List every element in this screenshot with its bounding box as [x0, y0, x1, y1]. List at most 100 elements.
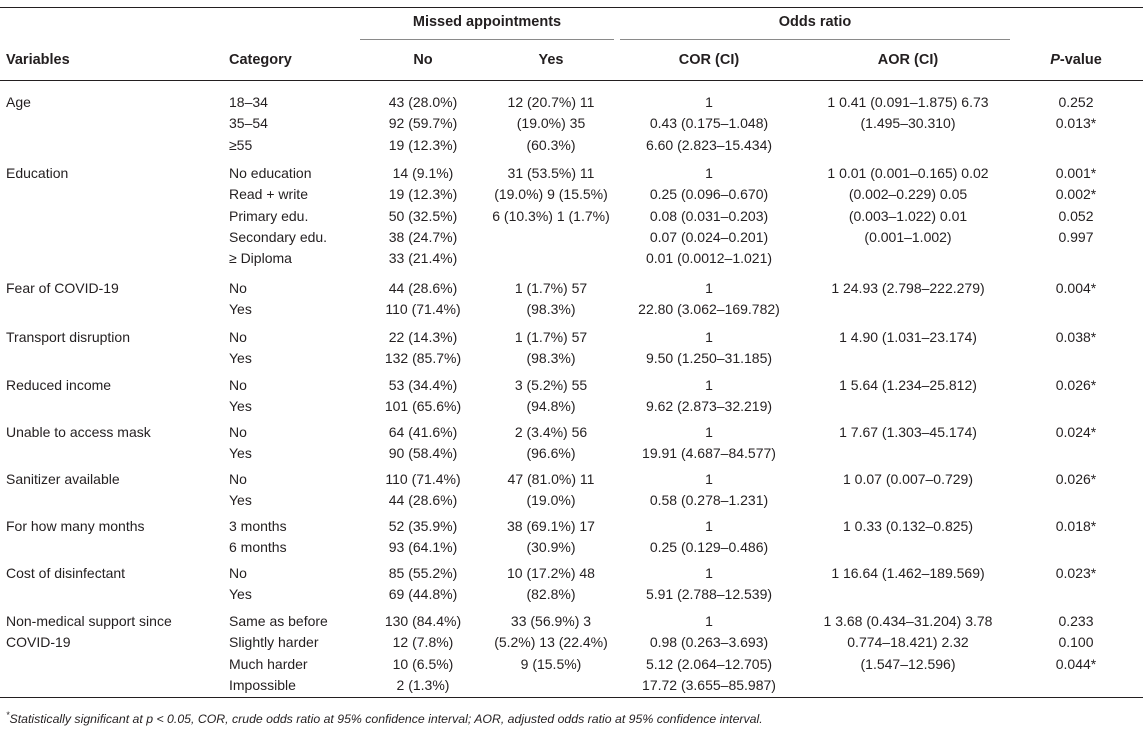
yes-cell: 9 (15.5%) — [520, 655, 582, 672]
footnote-marker: * — [6, 710, 10, 720]
header-missed-appointments: Missed appointments — [412, 14, 562, 30]
cor-cell: 1 — [705, 165, 713, 181]
yes-cell: (19.0%) — [526, 492, 576, 509]
aor-cell: 1 0.01 (0.001–0.165) 0.02 — [827, 165, 989, 181]
yes-cell: 2 (3.4%) 56 — [514, 424, 588, 440]
yes-cell: 3 (5.2%) 55 — [514, 377, 588, 393]
no-cell: 93 (64.1%) — [388, 539, 458, 556]
category-cell: Impossible — [229, 676, 296, 693]
p-value-cell: 0.024* — [1055, 424, 1097, 440]
yes-cell: 33 (56.9%) 3 — [510, 613, 592, 629]
cor-cell: 1 — [705, 565, 713, 581]
variable-cell: Age — [6, 94, 31, 110]
cor-cell: 0.58 (0.278–1.231) — [649, 492, 769, 509]
cor-cell: 9.50 (1.250–31.185) — [645, 350, 773, 367]
yes-cell: 1 (1.7%) 57 — [514, 329, 588, 345]
cor-cell: 1 — [705, 94, 713, 110]
yes-cell: 10 (17.2%) 48 — [507, 565, 595, 581]
no-cell: 43 (28.0%) — [388, 94, 458, 110]
cor-cell: 0.98 (0.263–3.693) — [649, 634, 769, 651]
missed-group-rule — [360, 39, 614, 40]
category-cell: Same as before — [229, 613, 328, 629]
yes-cell: 38 (69.1%) 17 — [507, 518, 595, 534]
cor-cell: 1 — [705, 518, 713, 534]
category-cell: Much harder — [229, 655, 308, 672]
category-cell: Yes — [229, 586, 252, 603]
yes-cell: (96.6%) — [526, 445, 576, 462]
header-bottom-rule — [0, 80, 1143, 81]
cor-cell: 5.12 (2.064–12.705) — [645, 655, 773, 672]
no-cell: 92 (59.7%) — [388, 115, 458, 132]
header-yes: Yes — [538, 52, 564, 68]
p-value-cell: 0.002* — [1055, 186, 1097, 203]
header-odds-ratio: Odds ratio — [778, 14, 852, 30]
p-value-cell: 0.004* — [1055, 280, 1097, 296]
p-value-cell: 0.013* — [1055, 115, 1097, 132]
category-cell: Secondary edu. — [229, 228, 328, 245]
category-cell: 3 months — [229, 518, 287, 534]
variable-cell: For how many months — [6, 518, 145, 534]
category-cell: ≥55 — [229, 136, 253, 153]
aor-cell: 1 0.07 (0.007–0.729) — [843, 471, 973, 487]
no-cell: 101 (65.6%) — [384, 398, 462, 415]
no-cell: 132 (85.7%) — [384, 350, 462, 367]
category-cell: No — [229, 424, 247, 440]
aor-cell: 1 24.93 (2.798–222.279) — [831, 280, 985, 296]
yes-cell: (19.0%) 35 — [516, 115, 586, 132]
p-value-cell: 0.038* — [1055, 329, 1097, 345]
yes-cell: 12 (20.7%) 11 — [507, 94, 595, 110]
no-cell: 22 (14.3%) — [388, 329, 458, 345]
no-cell: 19 (12.3%) — [388, 136, 458, 153]
p-value-cell: 0.001* — [1055, 165, 1097, 181]
cor-cell: 1 — [705, 377, 713, 393]
aor-cell: 0.774–18.421) 2.32 — [847, 634, 969, 651]
category-cell: Yes — [229, 492, 252, 509]
yes-cell: (60.3%) — [526, 136, 576, 153]
yes-cell: 47 (81.0%) 11 — [507, 471, 595, 487]
no-cell: 44 (28.6%) — [388, 280, 458, 296]
category-cell: ≥ Diploma — [229, 250, 292, 267]
no-cell: 12 (7.8%) — [392, 634, 454, 651]
top-rule — [0, 7, 1143, 8]
aor-cell: 1 16.64 (1.462–189.569) — [831, 565, 985, 581]
cor-cell: 1 — [705, 613, 713, 629]
category-cell: No education — [229, 165, 312, 181]
no-cell: 19 (12.3%) — [388, 186, 458, 203]
variable-cell: Transport disruption — [6, 329, 130, 345]
p-value-cell: 0.252 — [1058, 94, 1094, 110]
header-category: Category — [229, 52, 292, 68]
aor-cell: 1 4.90 (1.031–23.174) — [839, 329, 977, 345]
cor-cell: 0.01 (0.0012–1.021) — [645, 250, 773, 267]
aor-cell: 1 0.33 (0.132–0.825) — [843, 518, 973, 534]
p-value-cell: 0.044* — [1055, 655, 1097, 672]
cor-cell: 0.07 (0.024–0.201) — [649, 228, 769, 245]
header-cor: COR (CI) — [678, 52, 740, 68]
yes-cell: (94.8%) — [526, 398, 576, 415]
aor-cell: (0.001–1.002) — [864, 228, 952, 245]
no-cell: 53 (34.4%) — [388, 377, 458, 393]
no-cell: 52 (35.9%) — [388, 518, 458, 534]
p-value-cell: 0.100 — [1058, 634, 1094, 651]
header-p-value: P-value — [1016, 51, 1136, 69]
category-cell: Read + write — [229, 186, 308, 203]
no-cell: 50 (32.5%) — [388, 207, 458, 224]
yes-cell: 6 (10.3%) 1 (1.7%) — [492, 207, 610, 224]
table-bottom-rule — [0, 697, 1143, 698]
yes-cell: (82.8%) — [526, 586, 576, 603]
cor-cell: 5.91 (2.788–12.539) — [645, 586, 773, 603]
category-cell: Yes — [229, 350, 252, 367]
cor-cell: 0.25 (0.096–0.670) — [649, 186, 769, 203]
category-cell: 18–34 — [229, 94, 268, 110]
cor-cell: 9.62 (2.873–32.219) — [645, 398, 773, 415]
cor-cell: 0.43 (0.175–1.048) — [649, 115, 769, 132]
cor-cell: 19.91 (4.687–84.577) — [642, 445, 776, 462]
aor-cell: (1.495–30.310) — [860, 115, 956, 132]
header-aor: AOR (CI) — [877, 52, 939, 68]
yes-cell: 31 (53.5%) 11 — [507, 165, 595, 181]
no-cell: 110 (71.4%) — [385, 301, 461, 318]
aor-cell: (1.547–12.596) — [860, 655, 956, 672]
yes-cell: (98.3%) — [526, 301, 576, 318]
category-cell: No — [229, 471, 247, 487]
category-cell: Yes — [229, 445, 252, 462]
p-value-cell: 0.052 — [1058, 207, 1094, 224]
